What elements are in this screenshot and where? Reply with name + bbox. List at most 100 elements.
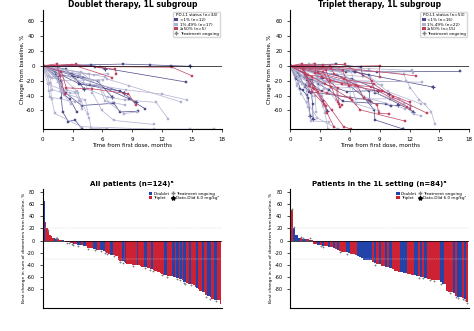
Bar	[177, 241, 179, 278]
X-axis label: Time from first dose, months: Time from first dose, months	[92, 143, 172, 148]
Bar	[108, 241, 109, 254]
Bar	[405, 241, 407, 273]
Bar	[157, 241, 158, 272]
Bar	[396, 241, 398, 271]
Bar	[309, 240, 311, 241]
Bar	[357, 241, 359, 257]
Bar	[56, 239, 58, 241]
Legend: Doublet, Triplet, Treatment ongoing, Dato-Dlid 6.0 mg/kg²: Doublet, Triplet, Treatment ongoing, Dat…	[148, 191, 220, 201]
Bar	[134, 241, 135, 265]
Legend: Doublet, Triplet, Treatment ongoing, Dato-Dlid 6.0 mg/kg²: Doublet, Triplet, Treatment ongoing, Dat…	[395, 191, 467, 201]
Bar	[387, 241, 390, 267]
X-axis label: Time from first dose, months: Time from first dose, months	[340, 143, 419, 148]
Bar	[418, 241, 420, 276]
Y-axis label: Change from baseline, %: Change from baseline, %	[267, 35, 272, 104]
Bar	[199, 241, 201, 291]
Bar	[363, 241, 365, 260]
Bar	[189, 241, 191, 284]
Bar	[407, 241, 409, 274]
Bar	[313, 241, 315, 244]
Title: Triplet therapy, 1L subgroup: Triplet therapy, 1L subgroup	[318, 0, 441, 9]
Bar	[158, 241, 160, 272]
Bar	[295, 234, 298, 241]
Bar	[390, 241, 392, 268]
Bar	[143, 241, 144, 267]
Bar	[302, 239, 304, 241]
Bar	[448, 241, 451, 292]
Bar	[383, 241, 385, 266]
Bar	[49, 234, 51, 241]
Bar	[211, 241, 212, 299]
Bar	[97, 241, 99, 250]
Bar	[59, 240, 61, 241]
Bar	[132, 241, 134, 264]
Bar	[52, 238, 54, 241]
Bar	[70, 241, 71, 243]
Bar	[220, 241, 221, 304]
Bar	[78, 241, 80, 245]
Title: Patients in the 1L setting (n=84)ᵃ: Patients in the 1L setting (n=84)ᵃ	[312, 181, 447, 187]
Bar	[124, 241, 125, 261]
Bar	[45, 222, 46, 241]
Bar	[392, 241, 394, 269]
Bar	[350, 241, 352, 254]
Bar	[204, 241, 205, 292]
Bar	[205, 241, 207, 296]
Bar	[160, 241, 162, 273]
Bar	[67, 241, 68, 242]
Bar	[147, 241, 148, 268]
Bar	[144, 241, 146, 267]
Bar	[169, 241, 170, 276]
Bar	[420, 241, 422, 277]
Bar	[212, 241, 214, 299]
Bar	[162, 241, 163, 274]
Bar	[90, 241, 91, 248]
Bar	[86, 241, 87, 246]
Bar	[394, 241, 396, 270]
Bar	[348, 241, 350, 253]
Bar	[451, 241, 453, 292]
Bar	[416, 241, 418, 276]
Bar	[55, 239, 56, 241]
Bar	[457, 241, 459, 297]
Bar	[120, 241, 122, 261]
Bar	[48, 231, 49, 241]
Bar	[440, 241, 442, 282]
Bar	[94, 241, 96, 249]
Bar	[464, 241, 466, 299]
Bar	[138, 241, 139, 265]
Bar	[127, 241, 128, 263]
Bar	[81, 241, 83, 245]
Bar	[192, 241, 193, 284]
Bar	[51, 236, 52, 241]
Bar	[84, 241, 86, 246]
Bar	[164, 241, 166, 275]
Bar	[328, 241, 330, 248]
Bar	[379, 241, 381, 264]
Bar	[75, 241, 77, 244]
Bar	[103, 241, 105, 251]
Bar	[109, 241, 110, 255]
Y-axis label: Best change in sum of diameters from baseline, %: Best change in sum of diameters from bas…	[269, 193, 273, 304]
Bar	[65, 241, 67, 242]
Bar	[131, 241, 132, 264]
Bar	[73, 241, 74, 244]
Y-axis label: Best change in sum of diameters from baseline, %: Best change in sum of diameters from bas…	[22, 193, 26, 304]
Bar	[462, 241, 464, 298]
Bar	[436, 241, 438, 280]
Bar	[106, 241, 108, 253]
Bar	[447, 241, 448, 291]
Bar	[91, 241, 93, 248]
Bar	[438, 241, 440, 280]
Bar	[118, 241, 119, 260]
Bar	[68, 241, 70, 242]
Bar	[359, 241, 361, 257]
Bar	[444, 241, 447, 284]
Bar	[89, 241, 90, 248]
Bar	[182, 241, 183, 280]
Bar	[137, 241, 138, 265]
Bar	[453, 241, 455, 293]
Bar	[146, 241, 147, 267]
Title: Doublet therapy, 1L subgroup: Doublet therapy, 1L subgroup	[67, 0, 197, 9]
Bar	[339, 241, 341, 251]
